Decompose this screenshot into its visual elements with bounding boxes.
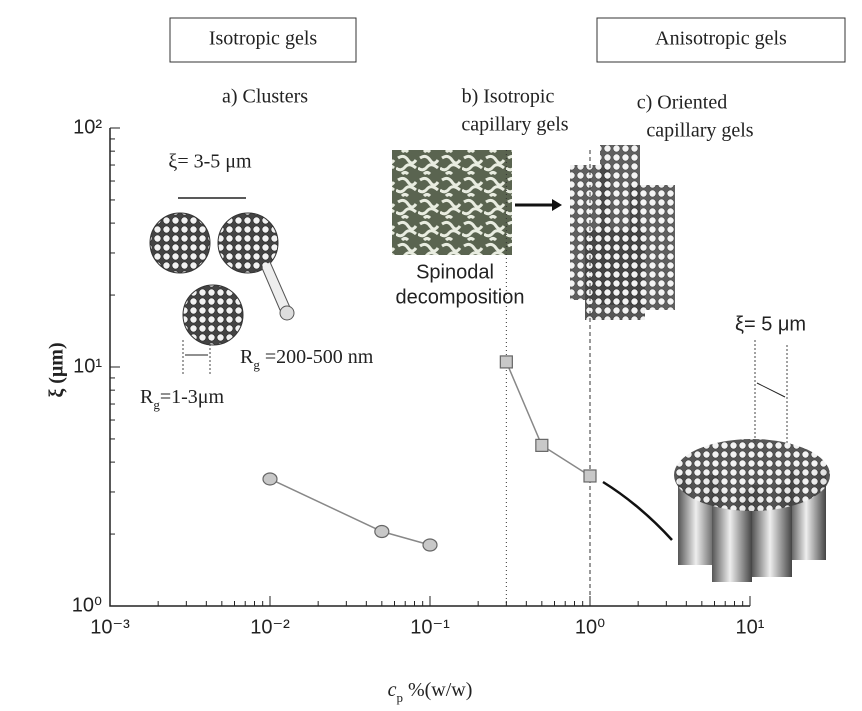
annotation: Spinodal — [416, 261, 494, 283]
x-axis-label-sub: p — [396, 690, 403, 705]
y-tick-label: 10⁰ — [72, 594, 102, 616]
annotation: Rg =200-500 nm — [240, 346, 374, 372]
x-tick-label: 10⁻² — [250, 616, 290, 638]
arrow — [756, 382, 786, 398]
capillary-image — [570, 145, 675, 320]
zoom-cone — [261, 261, 293, 313]
data-point — [535, 438, 549, 452]
annotation: ξ= 5 μm — [735, 313, 806, 335]
x-tick-label: 10⁻³ — [90, 616, 130, 638]
data-point — [583, 469, 597, 483]
annotation-sub: g — [253, 357, 260, 372]
panel-label: b) Isotropic — [462, 86, 555, 108]
data-point — [499, 355, 513, 369]
x-axis-label-part: %(w/w) — [403, 679, 472, 701]
particle — [279, 305, 295, 321]
annotation: decomposition — [396, 286, 525, 308]
annotation-sub: g — [153, 397, 160, 412]
trend-line — [602, 480, 673, 541]
arrowhead — [552, 199, 562, 211]
box-label: Anisotropic gels — [655, 28, 787, 50]
data-point — [422, 538, 438, 552]
panel-label: capillary gels — [461, 114, 568, 136]
x-axis-label-part: c — [388, 679, 397, 701]
y-tick-label: 10¹ — [73, 355, 102, 377]
data-point — [374, 524, 390, 539]
y-tick-label: 10² — [73, 116, 102, 138]
cluster — [217, 212, 279, 274]
data-point — [262, 472, 278, 486]
cluster — [182, 284, 244, 346]
x-tick-label: 10⁻¹ — [410, 616, 450, 638]
x-axis-label: cp %(w/w) — [388, 679, 473, 705]
series-line — [269, 478, 431, 546]
cylinder-bundle — [674, 439, 830, 582]
spinodal-image — [392, 150, 512, 255]
series-line — [505, 361, 591, 477]
box — [169, 17, 357, 63]
y-axis-label: ξ (μm) — [46, 342, 68, 397]
x-tick-label: 10⁰ — [575, 616, 605, 638]
box-label: Isotropic gels — [209, 28, 318, 50]
annotation-part: R — [140, 386, 154, 408]
cluster — [149, 212, 211, 274]
panel-label: c) Oriented — [637, 92, 728, 114]
box — [596, 17, 846, 63]
panel-label: a) Clusters — [222, 86, 308, 108]
x-tick-label: 10¹ — [736, 616, 765, 638]
annotation-part: R — [240, 346, 254, 368]
annotation-part: =1-3μm — [160, 386, 225, 408]
panel-label: capillary gels — [646, 120, 753, 142]
annotation: ξ= 3-5 μm — [168, 151, 252, 173]
annotation: Rg=1-3μm — [140, 386, 225, 412]
plot-area: ξ (μm) cp %(w/w) — [46, 342, 473, 705]
annotation-part: =200-500 nm — [260, 346, 374, 368]
